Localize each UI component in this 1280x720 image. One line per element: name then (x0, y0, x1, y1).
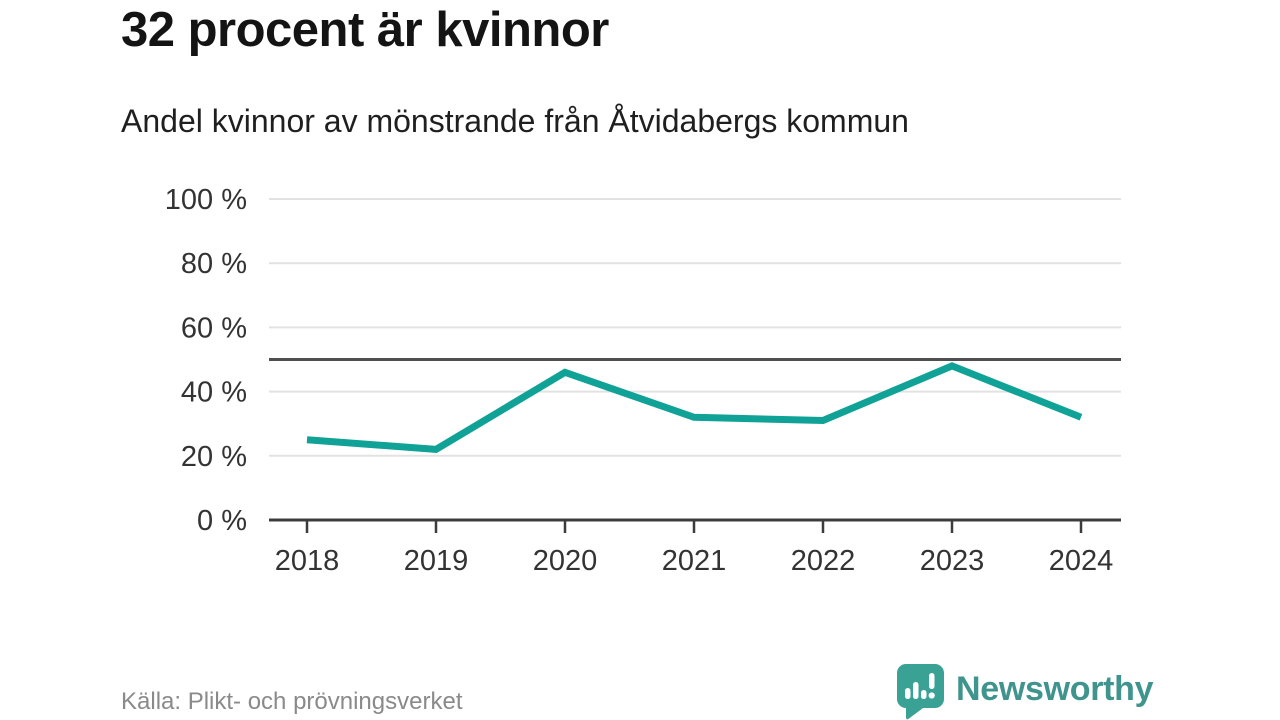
y-axis-tick-label: 80 % (181, 248, 247, 280)
y-axis-tick-label: 0 % (197, 505, 247, 537)
newsworthy-logo-icon (897, 664, 944, 720)
logo-bar-small (905, 688, 911, 699)
logo-bar-medium (921, 690, 927, 699)
source-note: Källa: Plikt- och prövningsverket (121, 688, 463, 715)
chart-title: 32 procent är kvinnor (121, 3, 609, 57)
x-axis-tick-label: 2021 (662, 545, 727, 577)
x-axis-tick-label: 2023 (920, 545, 985, 577)
x-axis-tick-label: 2020 (533, 545, 598, 577)
y-axis-tick-label: 60 % (181, 312, 247, 344)
newsworthy-logo-text: Newsworthy (956, 669, 1154, 708)
x-axis-tick-label: 2024 (1049, 545, 1114, 577)
chart-subtitle: Andel kvinnor av mönstrande från Åtvidab… (121, 103, 909, 139)
y-axis-tick-label: 100 % (165, 184, 247, 216)
logo-exclamation-bar (929, 673, 935, 689)
logo-bar-tall (913, 682, 919, 699)
data-line-andel-kvinnor (306, 362, 1083, 453)
y-axis-tick-label: 40 % (181, 377, 247, 409)
x-axis-tick-label: 2018 (275, 545, 340, 577)
logo-exclamation-dot (928, 692, 935, 699)
x-axis-tick-label: 2022 (791, 545, 856, 577)
logo-bubble-shape (897, 664, 944, 720)
newsworthy-logo: Newsworthy (896, 663, 1154, 720)
y-axis-tick-label: 20 % (181, 441, 247, 473)
x-axis-tick-label: 2019 (404, 545, 469, 577)
